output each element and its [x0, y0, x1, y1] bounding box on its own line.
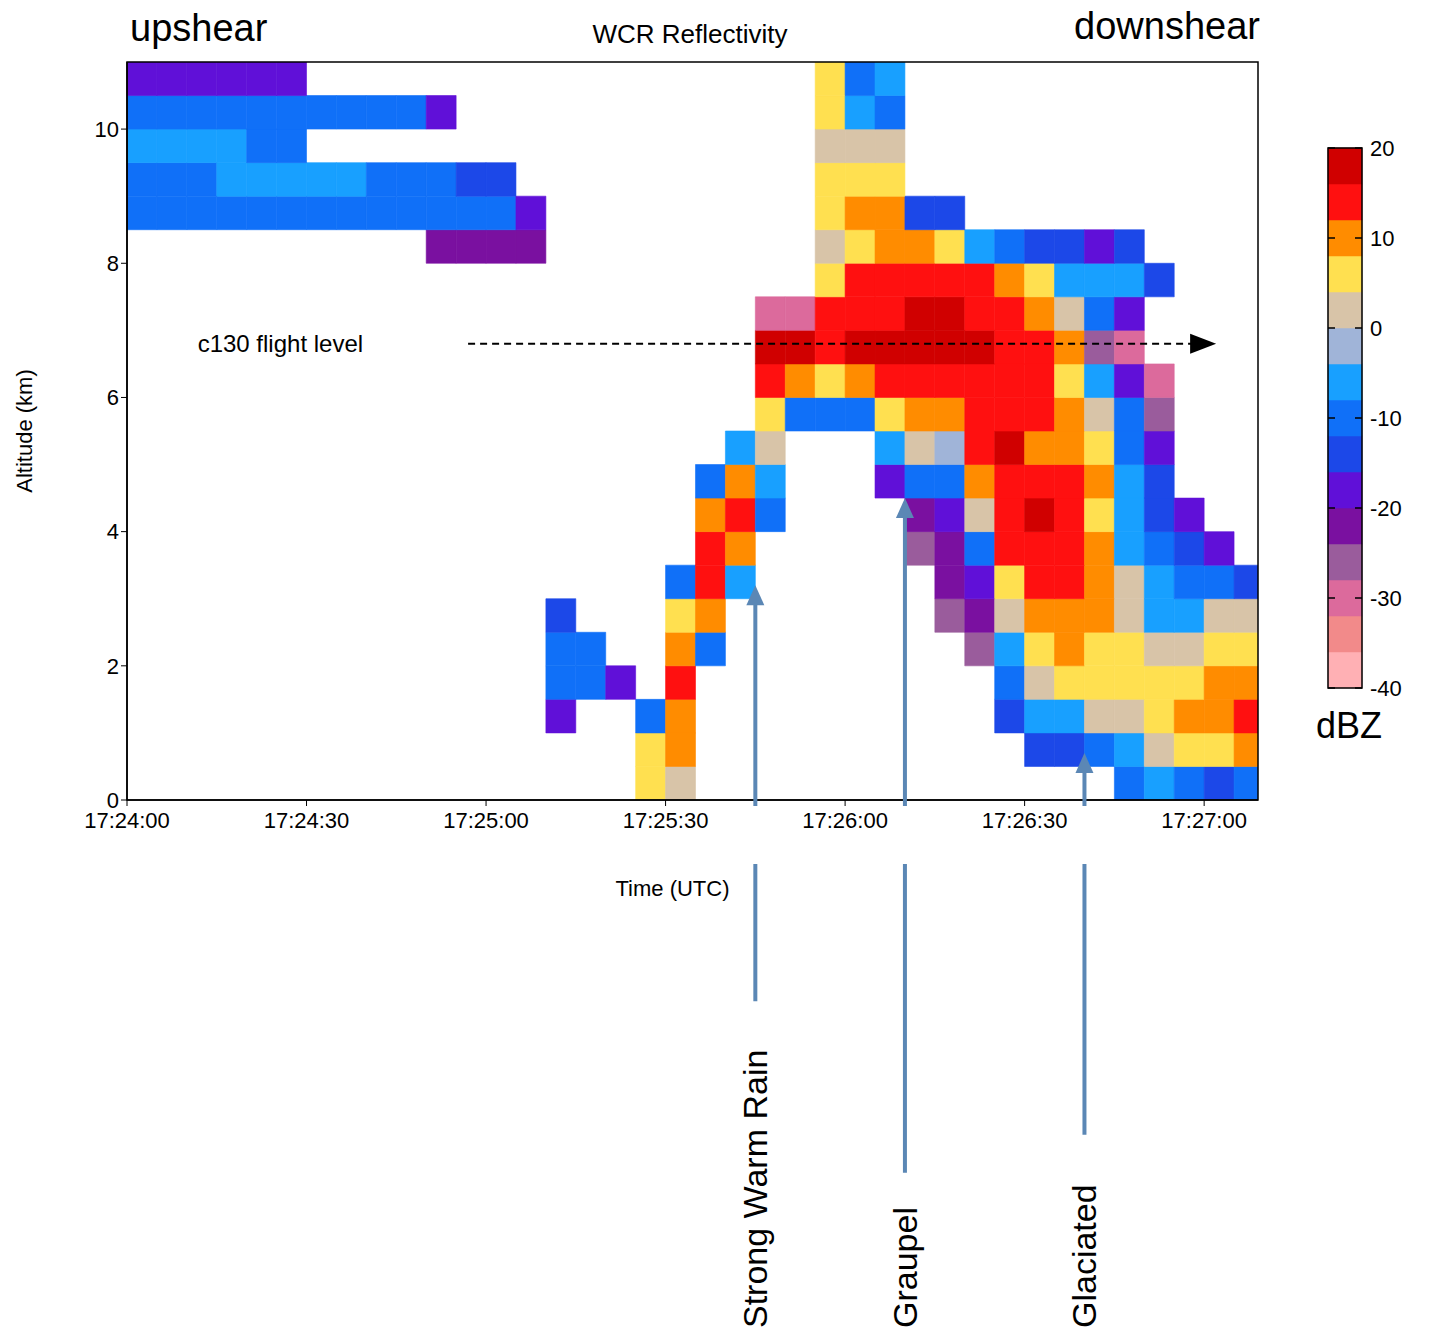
html-text:downshear: downshear [1074, 5, 1260, 47]
svg-text:17:25:30: 17:25:30 [623, 808, 709, 833]
html-text:upshear: upshear [130, 7, 268, 49]
svg-text:6: 6 [107, 385, 119, 410]
svg-text:20: 20 [1370, 136, 1394, 161]
svg-text:Strong Warm Rain: Strong Warm Rain [736, 1050, 774, 1328]
svg-text:-40: -40 [1370, 676, 1402, 701]
svg-text:Graupel: Graupel [886, 1207, 924, 1328]
svg-text:Time (UTC): Time (UTC) [615, 876, 729, 901]
html-text:dBZ: dBZ [1316, 705, 1382, 746]
svg-text:-10: -10 [1370, 406, 1402, 431]
html-text:WCR Reflectivity: WCR Reflectivity [592, 19, 788, 49]
svg-text:17:26:30: 17:26:30 [982, 808, 1068, 833]
svg-text:0: 0 [107, 788, 119, 813]
svg-text:10: 10 [1370, 226, 1394, 251]
svg-text:-20: -20 [1370, 496, 1402, 521]
svg-text:2: 2 [107, 654, 119, 679]
svg-text:-30: -30 [1370, 586, 1402, 611]
svg-text:17:27:00: 17:27:00 [1161, 808, 1247, 833]
svg-text:0: 0 [1370, 316, 1382, 341]
svg-text:Altitude (km): Altitude (km) [12, 369, 37, 492]
svg-text:17:26:00: 17:26:00 [802, 808, 888, 833]
svg-text:17:24:00: 17:24:00 [84, 808, 170, 833]
svg-text:17:25:00: 17:25:00 [443, 808, 529, 833]
svg-text:4: 4 [107, 519, 119, 544]
svg-text:c130 flight level: c130 flight level [198, 330, 363, 357]
svg-text:17:24:30: 17:24:30 [264, 808, 350, 833]
svg-text:Glaciated: Glaciated [1065, 1184, 1103, 1328]
svg-text:10: 10 [95, 117, 119, 142]
svg-text:8: 8 [107, 251, 119, 276]
